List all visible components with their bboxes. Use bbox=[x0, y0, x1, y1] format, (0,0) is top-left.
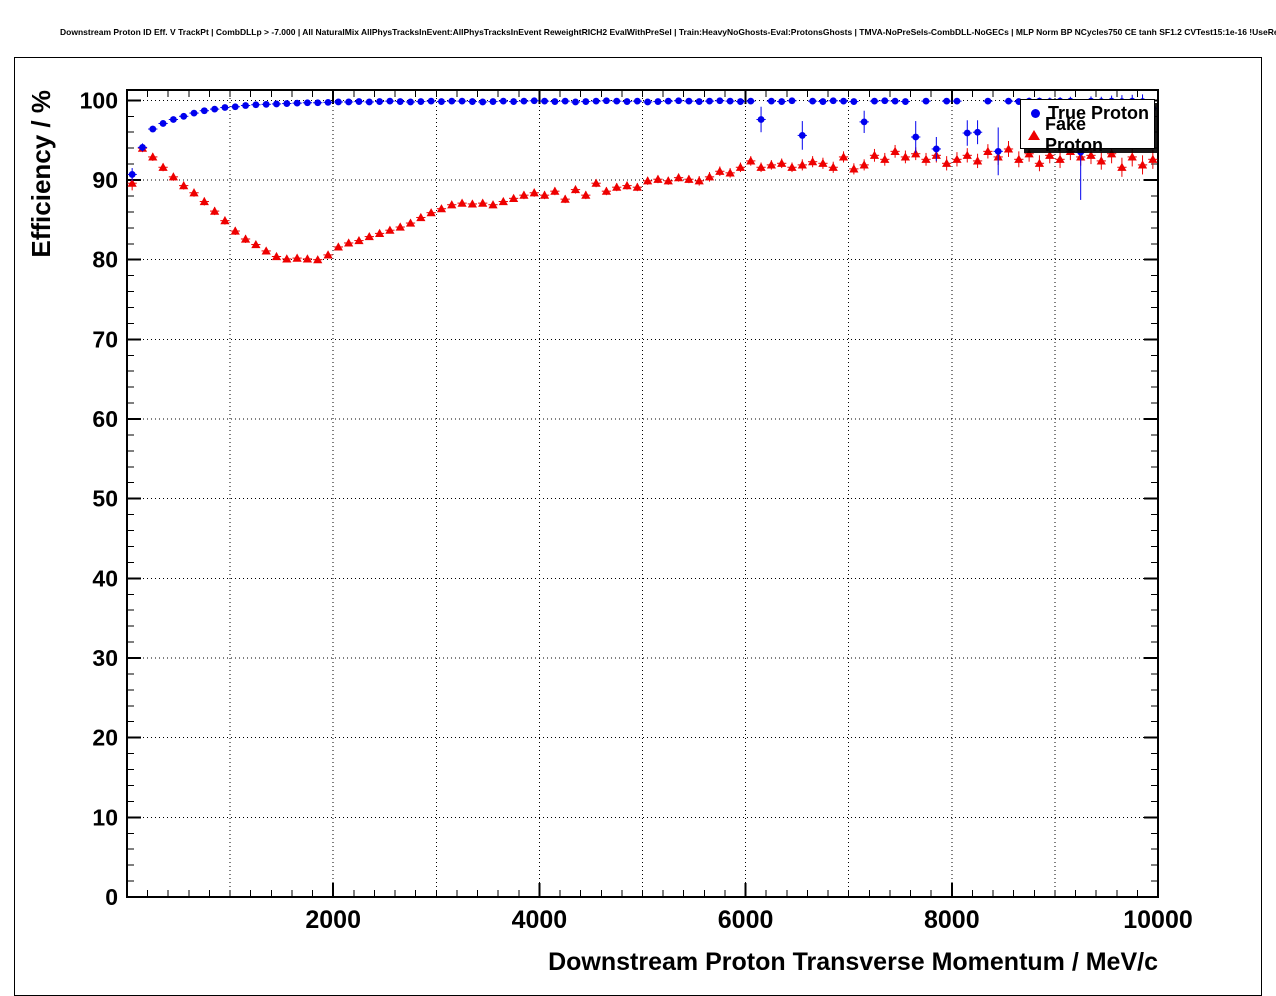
svg-text:50: 50 bbox=[92, 486, 118, 512]
legend-label-fake-proton: Fake Proton bbox=[1045, 114, 1103, 155]
legend: True Proton Fake Proton bbox=[1020, 99, 1155, 155]
svg-text:30: 30 bbox=[92, 645, 118, 671]
svg-text:60: 60 bbox=[92, 406, 118, 432]
legend-item-true-proton: True Proton bbox=[1021, 102, 1154, 124]
svg-text:8000: 8000 bbox=[924, 906, 980, 934]
svg-text:10000: 10000 bbox=[1123, 906, 1193, 934]
fake-proton-triangle-marker-icon bbox=[1028, 130, 1040, 140]
svg-text:90: 90 bbox=[92, 167, 118, 193]
svg-text:4000: 4000 bbox=[512, 906, 568, 934]
svg-text:70: 70 bbox=[92, 326, 118, 352]
svg-text:10: 10 bbox=[92, 804, 118, 830]
y-axis-title: Efficiency / % bbox=[26, 90, 56, 258]
svg-text:6000: 6000 bbox=[718, 906, 774, 934]
legend-item-fake-proton: Fake Proton bbox=[1021, 114, 1154, 155]
x-axis-title: Downstream Proton Transverse Momentum / … bbox=[548, 948, 1158, 976]
svg-text:2000: 2000 bbox=[305, 906, 361, 934]
svg-text:20: 20 bbox=[92, 725, 118, 751]
svg-text:100: 100 bbox=[80, 87, 118, 113]
legend-label-true-proton: True Proton bbox=[1048, 102, 1150, 123]
svg-text:80: 80 bbox=[92, 247, 118, 273]
true-proton-circle-marker-icon bbox=[1031, 108, 1040, 118]
svg-text:40: 40 bbox=[92, 565, 118, 591]
svg-text:0: 0 bbox=[105, 884, 118, 910]
plot-title: Downstream Proton ID Eff. V TrackPt | Co… bbox=[60, 27, 1276, 37]
